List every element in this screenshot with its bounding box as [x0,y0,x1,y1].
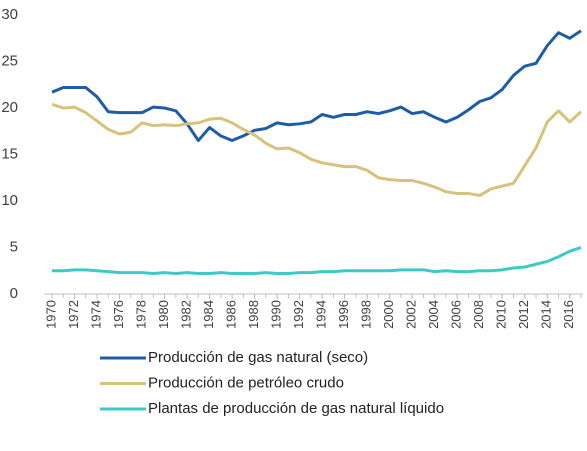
x-tick-label: 1982 [179,300,194,329]
x-tick-label: 1990 [269,300,284,329]
y-tick-label: 30 [1,6,18,23]
y-tick-label: 10 [1,192,18,209]
x-tick-label: 2014 [539,300,554,329]
x-tick-label: 2006 [449,300,464,329]
y-tick-label: 5 [10,238,18,255]
x-tick-label: 2002 [404,300,419,329]
x-tick-label: 1994 [314,300,329,329]
y-tick-label: 25 [1,52,18,69]
x-tick-label: 1988 [246,300,261,329]
legend-label: Producción de petróleo crudo [148,374,344,391]
x-tick-label: 2004 [426,300,441,329]
series-line [51,102,583,197]
x-tick-label: 2010 [494,300,509,329]
x-tick-label: 2012 [516,300,531,329]
x-tick-label: 1970 [43,300,58,329]
x-tick-label: 2000 [381,300,396,329]
y-tick-label: 20 [1,99,18,116]
series-line [51,29,582,143]
x-tick-label: 2008 [471,300,486,329]
legend-label: Plantas de producción de gas natural líq… [148,400,444,417]
x-tick-label: 1984 [201,300,216,329]
x-tick-label: 1972 [66,300,81,329]
y-tick-label: 0 [10,285,18,302]
y-tick-label: 15 [1,145,18,162]
legend-label: Producción de gas natural (seco) [148,349,368,366]
legend: Producción de gas natural (seco) Producci… [100,349,444,417]
x-tick-label: 1976 [111,300,126,329]
x-tick-label: 1980 [156,300,171,329]
x-tick-label: 1992 [291,300,306,329]
x-tick-label: 1998 [359,300,374,329]
x-tick-label: 1996 [336,300,351,329]
x-tick-label: 1978 [133,300,148,329]
x-tick-label: 1974 [88,300,103,329]
x-tick-label: 1986 [224,300,239,329]
x-tick-label: 2016 [561,300,576,329]
series-line [52,246,582,276]
